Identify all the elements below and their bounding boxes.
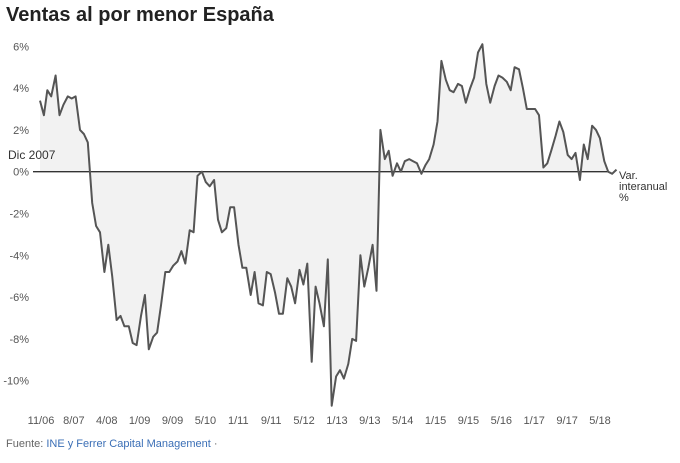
x-tick-label: 1/09: [129, 415, 150, 427]
annotation-dic-2007: Dic 2007: [8, 148, 56, 162]
x-tick-label: 1/17: [524, 415, 545, 427]
x-tick-label: 5/14: [392, 415, 413, 427]
chart-title: Ventas al por menor España: [6, 4, 274, 26]
series-line: [39, 43, 618, 407]
x-tick-label: 9/09: [162, 415, 183, 427]
y-tick-label: 6%: [13, 41, 29, 53]
source-link[interactable]: INE y Ferrer Capital Management: [46, 438, 211, 450]
annotation-series-label: Var. interanual%: [619, 170, 667, 204]
x-tick-label: 9/15: [458, 415, 479, 427]
source-prefix: Fuente:: [6, 438, 47, 450]
y-tick-label: -6%: [9, 292, 29, 304]
x-tick-label: 5/12: [293, 415, 314, 427]
x-tick-label: 8/07: [63, 415, 84, 427]
area-group: [40, 44, 617, 406]
y-tick-label: 2%: [13, 125, 29, 137]
series-area-fill: [40, 44, 617, 406]
x-tick-label: 5/18: [589, 415, 610, 427]
x-tick-label: 9/13: [359, 415, 380, 427]
source-line: Fuente: INE y Ferrer Capital Management …: [6, 438, 218, 450]
y-tick-label: 4%: [13, 83, 29, 95]
x-axis-ticks: 11/06 8/07 4/08 1/09 9/09 5/10 1/11 9/11 5/12 1/1…: [28, 415, 611, 427]
x-tick-label: 5/10: [195, 415, 216, 427]
y-tick-label: -2%: [9, 208, 29, 220]
x-tick-label: 1/13: [326, 415, 347, 427]
source-suffix: ·: [210, 438, 218, 450]
x-tick-label: 9/17: [556, 415, 577, 427]
line-group: [39, 43, 618, 407]
x-tick-label: 5/16: [491, 415, 512, 427]
y-tick-label: 0%: [13, 167, 29, 179]
annotation-series-label-line: %: [619, 192, 629, 204]
y-tick-label: -8%: [9, 334, 29, 346]
y-tick-label: -10%: [3, 376, 29, 388]
x-tick-label: 11/06: [28, 415, 55, 427]
x-tick-label: 1/15: [425, 415, 446, 427]
x-tick-label: 4/08: [96, 415, 117, 427]
x-tick-label: 9/11: [261, 415, 282, 427]
y-axis-ticks: 6% 4% 2% 0% -2% -4% -6% -8% -10%: [3, 41, 29, 387]
x-tick-label: 1/11: [228, 415, 249, 427]
y-tick-label: -4%: [9, 250, 29, 262]
annotations: Dic 2007 Var. interanual%: [8, 148, 667, 204]
annotation-series-label-line: interanual: [619, 181, 667, 193]
annotation-series-label-line: Var.: [619, 170, 638, 182]
